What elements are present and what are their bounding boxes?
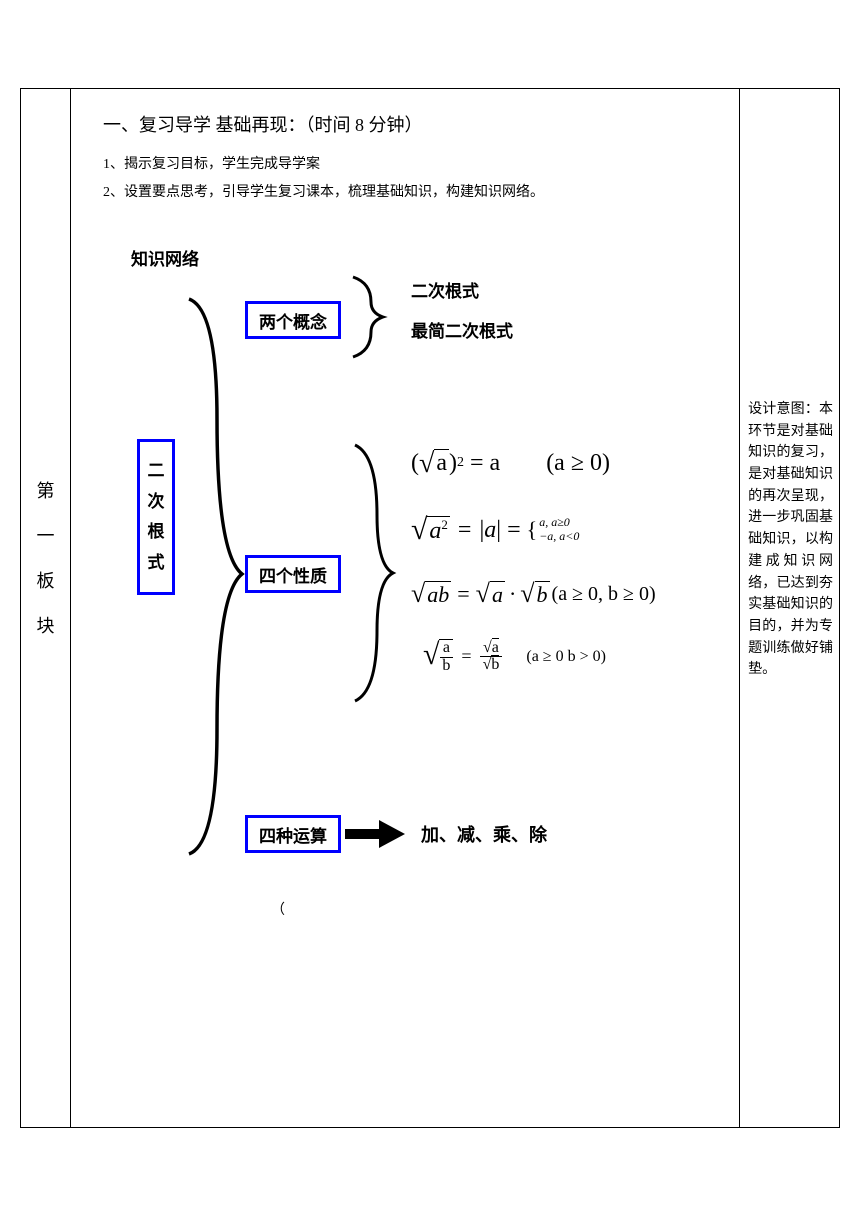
section-char: 块: [21, 604, 70, 649]
main-content-column: 一、复习导学 基础再现：（时间 8 分钟） 1、揭示复习目标，学生完成导学案 2…: [70, 89, 739, 1128]
root-char: 二: [147, 456, 164, 487]
property-4-condition: (a ≥ 0 b > 0): [526, 648, 606, 666]
section-label-column: 第 一 板 块: [21, 89, 71, 1128]
concept-1: 二次根式: [411, 277, 479, 302]
property-3-condition: (a ≥ 0, b ≥ 0): [552, 583, 656, 606]
operations-list: 加、减、乘、除: [421, 821, 547, 847]
stray-paren: （: [271, 899, 285, 919]
brace-properties: [345, 445, 415, 701]
branch-label: 四个性质: [259, 562, 327, 587]
case-1: a, a≥0: [539, 516, 579, 530]
property-2: √a2 = |a| = { a, a≥0 −a, a<0: [411, 513, 579, 547]
property-3: √ab = √a · √b (a ≥ 0, b ≥ 0): [411, 579, 656, 609]
section-title: 一、复习导学 基础再现：（时间 8 分钟）: [103, 111, 729, 137]
brace-concepts: [345, 277, 405, 357]
header-line-1: 1、揭示复习目标，学生完成导学案: [103, 153, 729, 173]
branch-label: 两个概念: [259, 308, 327, 333]
arrow-head-icon: [379, 820, 405, 848]
root-char: 根: [147, 517, 164, 548]
root-char: 次: [147, 487, 164, 518]
branch-box-properties: 四个性质: [245, 555, 341, 593]
design-note-text: 设计意图：本环节是对基础知识的复习，是对基础知识的再次呈现，进一步巩固基础知识，…: [748, 399, 833, 681]
branch-box-operations: 四种运算: [245, 815, 341, 853]
property-4: √ a b = √a √b (a ≥ 0 b > 0): [423, 639, 606, 675]
knowledge-network-diagram: 二 次 根 式 两个概念 二次根式 最简二次根式 四个性质: [111, 259, 731, 899]
concept-2: 最简二次根式: [411, 317, 513, 342]
property-1-condition: (a ≥ 0): [546, 450, 610, 477]
branch-label: 四种运算: [259, 822, 327, 847]
section-char: 第: [21, 469, 70, 514]
section-char: 板: [21, 559, 70, 604]
root-char: 式: [147, 548, 164, 579]
design-note-column: 设计意图：本环节是对基础知识的复习，是对基础知识的再次呈现，进一步巩固基础知识，…: [740, 89, 840, 1128]
root-box: 二 次 根 式: [137, 439, 175, 595]
arrow-shaft: [345, 829, 381, 839]
header-line-2: 2、设置要点思考，引导学生复习课本，梳理基础知识，构建知识网络。: [103, 181, 729, 201]
property-1: (√a)2 =a (a ≥ 0): [411, 447, 610, 479]
section-char: 一: [21, 514, 70, 559]
branch-box-concepts: 两个概念: [245, 301, 341, 339]
page-layout-table: 第 一 板 块 一、复习导学 基础再现：（时间 8 分钟） 1、揭示复习目标，学…: [20, 88, 840, 1128]
case-2: −a, a<0: [539, 530, 579, 544]
